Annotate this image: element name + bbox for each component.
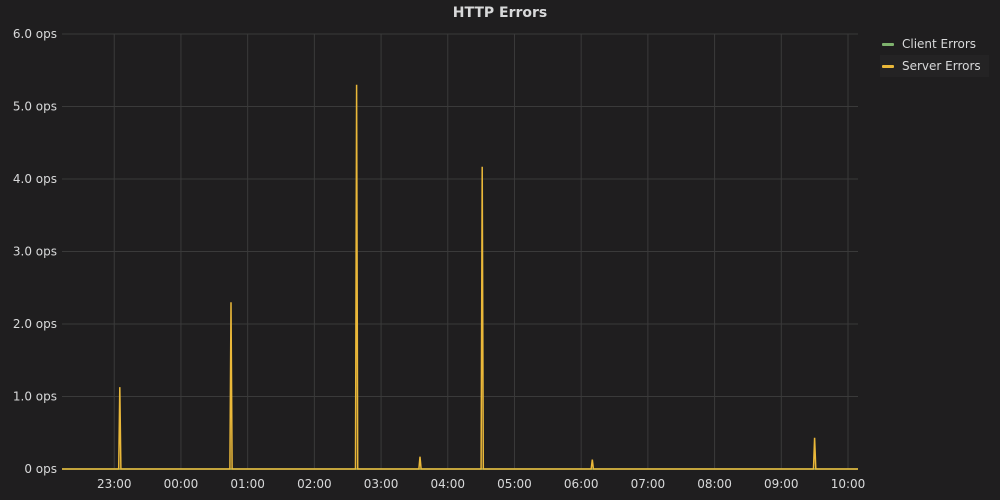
legend-label: Server Errors	[902, 59, 981, 73]
x-tick-label: 10:00	[831, 477, 866, 491]
x-tick-label: 01:00	[230, 477, 265, 491]
x-tick-label: 05:00	[497, 477, 532, 491]
x-tick-label: 23:00	[97, 477, 132, 491]
legend-label: Client Errors	[902, 37, 976, 51]
grid	[62, 34, 858, 469]
axes: 0 ops 1.0 ops 2.0 ops 3.0 ops 4.0 ops 5.0 ops…	[13, 27, 865, 491]
legend-item-client-errors[interactable]: Client Errors	[880, 33, 989, 55]
x-tick-label: 04:00	[430, 477, 465, 491]
y-tick-label: 5.0 ops	[13, 100, 57, 114]
y-tick-label: 0 ops	[24, 462, 57, 476]
x-tick-label: 02:00	[297, 477, 332, 491]
y-tick-label: 2.0 ops	[13, 317, 57, 331]
x-tick-label: 07:00	[631, 477, 666, 491]
legend-swatch-icon	[882, 43, 894, 46]
legend: Client Errors Server Errors	[880, 33, 989, 77]
x-tick-label: 08:00	[697, 477, 732, 491]
x-tick-label: 06:00	[564, 477, 599, 491]
legend-item-server-errors[interactable]: Server Errors	[880, 55, 989, 77]
legend-swatch-icon	[882, 65, 894, 68]
y-tick-label: 4.0 ops	[13, 172, 57, 186]
y-tick-label: 3.0 ops	[13, 245, 57, 259]
x-tick-label: 03:00	[364, 477, 399, 491]
x-tick-label: 09:00	[764, 477, 799, 491]
x-tick-label: 00:00	[164, 477, 199, 491]
y-tick-label: 1.0 ops	[13, 390, 57, 404]
y-tick-label: 6.0 ops	[13, 27, 57, 41]
